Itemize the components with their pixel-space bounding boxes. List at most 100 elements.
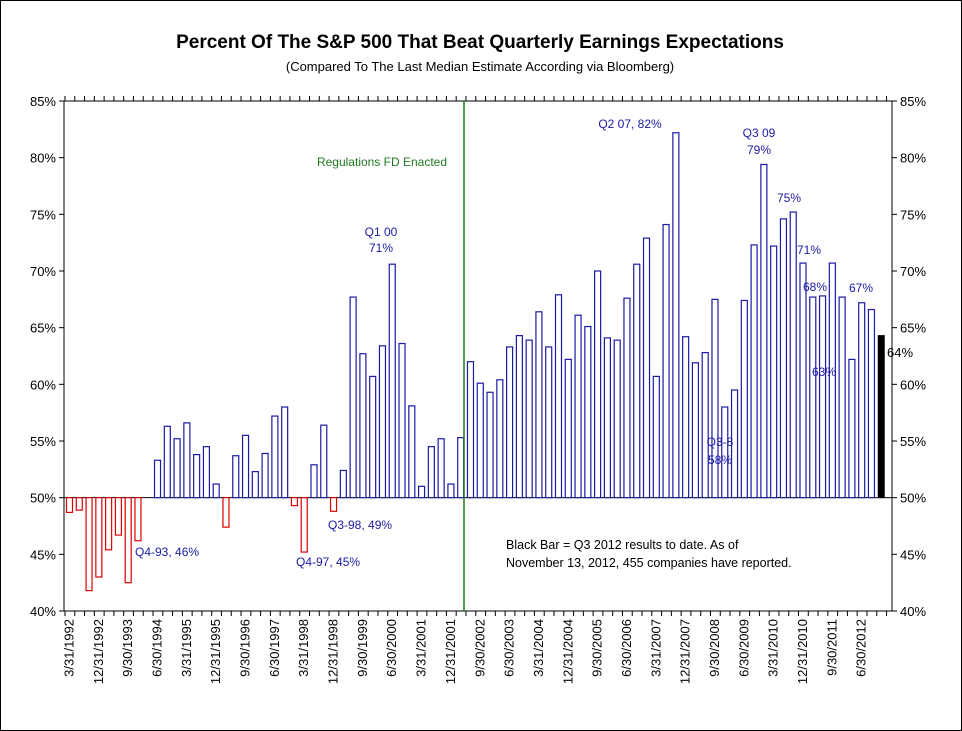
bar: [369, 375, 377, 499]
annotation-68: 68%: [803, 280, 827, 294]
annotation-71: 71%: [797, 243, 821, 257]
bar: [310, 464, 318, 499]
bar: [799, 262, 807, 499]
bar: [711, 298, 719, 499]
x-tick-label: 9/30/1999: [355, 619, 370, 677]
bar: [535, 311, 543, 499]
bar: [613, 339, 621, 499]
annotation-q3-09-b: 79%: [747, 143, 771, 157]
bar: [281, 406, 289, 499]
bar: [232, 455, 240, 499]
chart-title: Percent Of The S&P 500 That Beat Quarter…: [176, 32, 784, 53]
bar: [877, 335, 885, 499]
bar: [105, 497, 113, 551]
bar: [525, 339, 533, 499]
bar: [838, 296, 846, 499]
bar: [437, 438, 445, 499]
x-tick-label: 12/31/1998: [326, 619, 341, 684]
bar: [261, 452, 269, 499]
annotation-q1-00-b: 71%: [369, 241, 393, 255]
y-tick-label-right: 45%: [900, 547, 926, 562]
bar: [447, 483, 455, 499]
x-tick-label: 12/31/2010: [795, 619, 810, 684]
bar: [359, 353, 367, 499]
y-tick-label-left: 75%: [30, 207, 56, 222]
y-tick-label-left: 60%: [30, 377, 56, 392]
x-tick-label: 6/30/2012: [854, 619, 869, 677]
bar: [173, 438, 181, 499]
bar: [134, 497, 142, 542]
bar: [858, 302, 866, 499]
note-line-2: November 13, 2012, 455 companies have re…: [506, 556, 792, 570]
x-tick-label: 12/31/2004: [560, 619, 575, 684]
bar: [408, 405, 416, 499]
y-tick-label-right: 75%: [900, 207, 926, 222]
bar: [603, 337, 612, 499]
bar: [848, 358, 856, 499]
annotation-q1-00-a: Q1 00: [365, 225, 398, 239]
bar: [222, 497, 230, 528]
y-tick-label-left: 40%: [30, 604, 56, 619]
bar: [623, 297, 631, 499]
bar: [740, 299, 748, 499]
x-tick-label: 9/30/2011: [824, 619, 839, 676]
bar: [251, 471, 259, 499]
x-tick-label: 9/30/2008: [707, 619, 722, 677]
y-tick-label-right: 60%: [900, 377, 926, 392]
y-tick-label-left: 45%: [30, 547, 56, 562]
bar: [378, 345, 387, 499]
y-tick-label-right: 40%: [900, 604, 926, 619]
bar: [770, 245, 778, 499]
x-tick-label: 3/31/1998: [296, 619, 311, 677]
bar: [163, 425, 171, 499]
x-tick-label: 6/30/2000: [384, 619, 399, 677]
x-tick-label: 12/31/2007: [678, 619, 693, 684]
bar: [466, 361, 475, 499]
bar: [789, 211, 797, 499]
bar: [642, 237, 651, 499]
y-tick-label-right: 50%: [900, 491, 926, 506]
annotation-q3-09-a: Q3 09: [743, 126, 776, 140]
annotation-q2-07: Q2 07, 82%: [598, 117, 662, 131]
regulation-fd-label: Regulations FD Enacted: [317, 155, 447, 169]
bar: [329, 497, 338, 512]
bar: [486, 391, 494, 499]
y-tick-label-left: 70%: [30, 264, 56, 279]
x-tick-label: 6/30/2006: [619, 619, 634, 677]
x-tick-label: 3/31/2010: [766, 619, 781, 677]
bar: [633, 263, 641, 499]
bar: [75, 497, 83, 511]
bar: [300, 497, 308, 553]
x-tick-label: 3/31/1995: [179, 619, 194, 677]
y-tick-label-right: 55%: [900, 434, 926, 449]
bar: [85, 497, 93, 592]
y-tick-label-right: 85%: [900, 94, 926, 109]
bar: [730, 389, 739, 499]
bar: [750, 244, 758, 499]
bar: [554, 294, 563, 499]
bar: [682, 336, 690, 499]
bar: [290, 497, 299, 507]
y-tick-label-left: 65%: [30, 321, 56, 336]
current-bar-label: 64%: [887, 345, 913, 360]
y-tick-label-left: 85%: [30, 94, 56, 109]
x-tick-label: 6/30/1994: [150, 619, 165, 677]
bar: [339, 469, 347, 499]
chart-subtitle: (Compared To The Last Median Estimate Ac…: [285, 59, 675, 74]
x-tick-label: 9/30/1996: [238, 619, 253, 677]
bar: [114, 497, 123, 536]
bar: [779, 218, 788, 499]
x-tick-label: 9/30/2005: [590, 619, 605, 677]
bar: [594, 270, 602, 499]
bar: [828, 262, 836, 499]
bar: [95, 497, 103, 578]
bar: [515, 335, 523, 499]
bar: [65, 497, 74, 513]
bar: [662, 223, 670, 499]
y-tick-label-left: 55%: [30, 434, 56, 449]
x-tick-label: 9/30/2002: [472, 619, 487, 677]
bar: [183, 422, 191, 499]
bar: [427, 446, 435, 499]
annotation-q3-98: Q3-98, 49%: [328, 518, 392, 532]
